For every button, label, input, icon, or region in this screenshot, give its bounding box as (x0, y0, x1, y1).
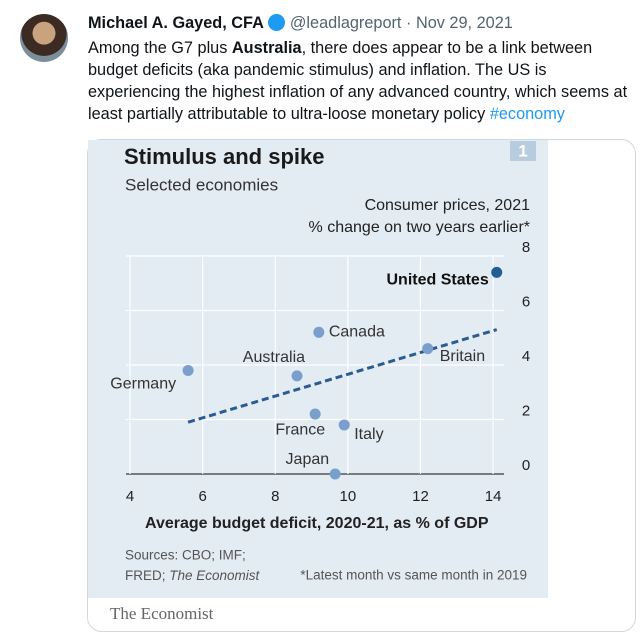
author-name[interactable]: Michael A. Gayed, CFA (88, 14, 264, 32)
tweet-text: least partially attributable to ultra-lo… (88, 105, 490, 123)
point-label: United States (386, 272, 488, 289)
date[interactable]: Nov 29, 2021 (415, 14, 513, 32)
tweet-text: , there does appear to be a link between (301, 39, 593, 57)
tweet-line: Among the G7 plus Australia, there does … (88, 39, 592, 58)
x-axis-label: Average budget deficit, 2020-21, as % of… (145, 515, 489, 532)
data-point (182, 364, 194, 376)
tweet-header: Michael A. Gayed, CFA @leadlagreport · N… (88, 14, 513, 33)
data-point (329, 468, 341, 480)
hashtag[interactable]: #economy (489, 105, 565, 123)
tweet-text: budget deficits (aka pandemic stimulus) … (88, 61, 547, 79)
point-label: Canada (329, 324, 385, 341)
tweet-line: budget deficits (aka pandemic stimulus) … (88, 61, 547, 80)
chart-background (88, 140, 548, 598)
x-tick-label: 14 (485, 488, 502, 505)
x-tick-label: 6 (198, 488, 206, 505)
y-tick-label: 2 (522, 402, 530, 419)
point-label: Britain (440, 348, 485, 365)
point-label: Australia (243, 349, 305, 366)
sources: FRED; (125, 568, 169, 583)
avatar[interactable] (20, 14, 68, 62)
x-tick-label: 4 (126, 488, 134, 505)
verified-badge (268, 14, 286, 31)
tweet-line: experiencing the highest inflation of an… (88, 83, 627, 102)
sources: FRED; The Economist (125, 568, 261, 583)
publisher: The Economist (110, 604, 214, 623)
chart-title: Stimulus and spike (124, 144, 325, 169)
tweet-line: least partially attributable to ultra-lo… (88, 105, 565, 124)
point-label: France (275, 421, 325, 438)
point-label: Germany (110, 376, 176, 393)
point-label: Italy (354, 426, 383, 443)
footnote: *Latest month vs same month in 2019 (300, 568, 527, 583)
badge: 1 (518, 141, 527, 160)
tweet-bold: Australia (231, 39, 302, 57)
x-tick-label: 10 (340, 488, 357, 505)
sources: Sources: CBO; IMF; (125, 548, 246, 563)
chart-subtitle: Selected economies (125, 175, 278, 194)
data-point (491, 266, 503, 278)
trend-line (187, 328, 498, 424)
tweet-text: experiencing the highest inflation of an… (88, 83, 628, 101)
y-tick-label: 6 (522, 293, 530, 310)
separator: · (406, 14, 412, 32)
y-axis-label: % change on two years earlier* (309, 219, 530, 236)
data-point (422, 343, 434, 355)
data-point (291, 370, 303, 382)
badge-box (510, 141, 536, 161)
y-tick-label: 4 (522, 348, 530, 365)
tweet-text: Among the G7 plus (88, 39, 232, 57)
sources: The Economist (169, 568, 260, 583)
x-tick-label: 8 (271, 488, 279, 505)
handle[interactable]: @leadlagreport (289, 14, 402, 32)
point-label: Japan (286, 451, 330, 468)
y-axis-label: Consumer prices, 2021 (365, 197, 531, 214)
data-point (313, 326, 325, 338)
data-point (309, 408, 321, 420)
y-tick-label: 0 (522, 457, 530, 474)
y-tick-label: 8 (522, 239, 530, 256)
data-point (338, 419, 350, 431)
x-tick-label: 12 (412, 488, 429, 505)
